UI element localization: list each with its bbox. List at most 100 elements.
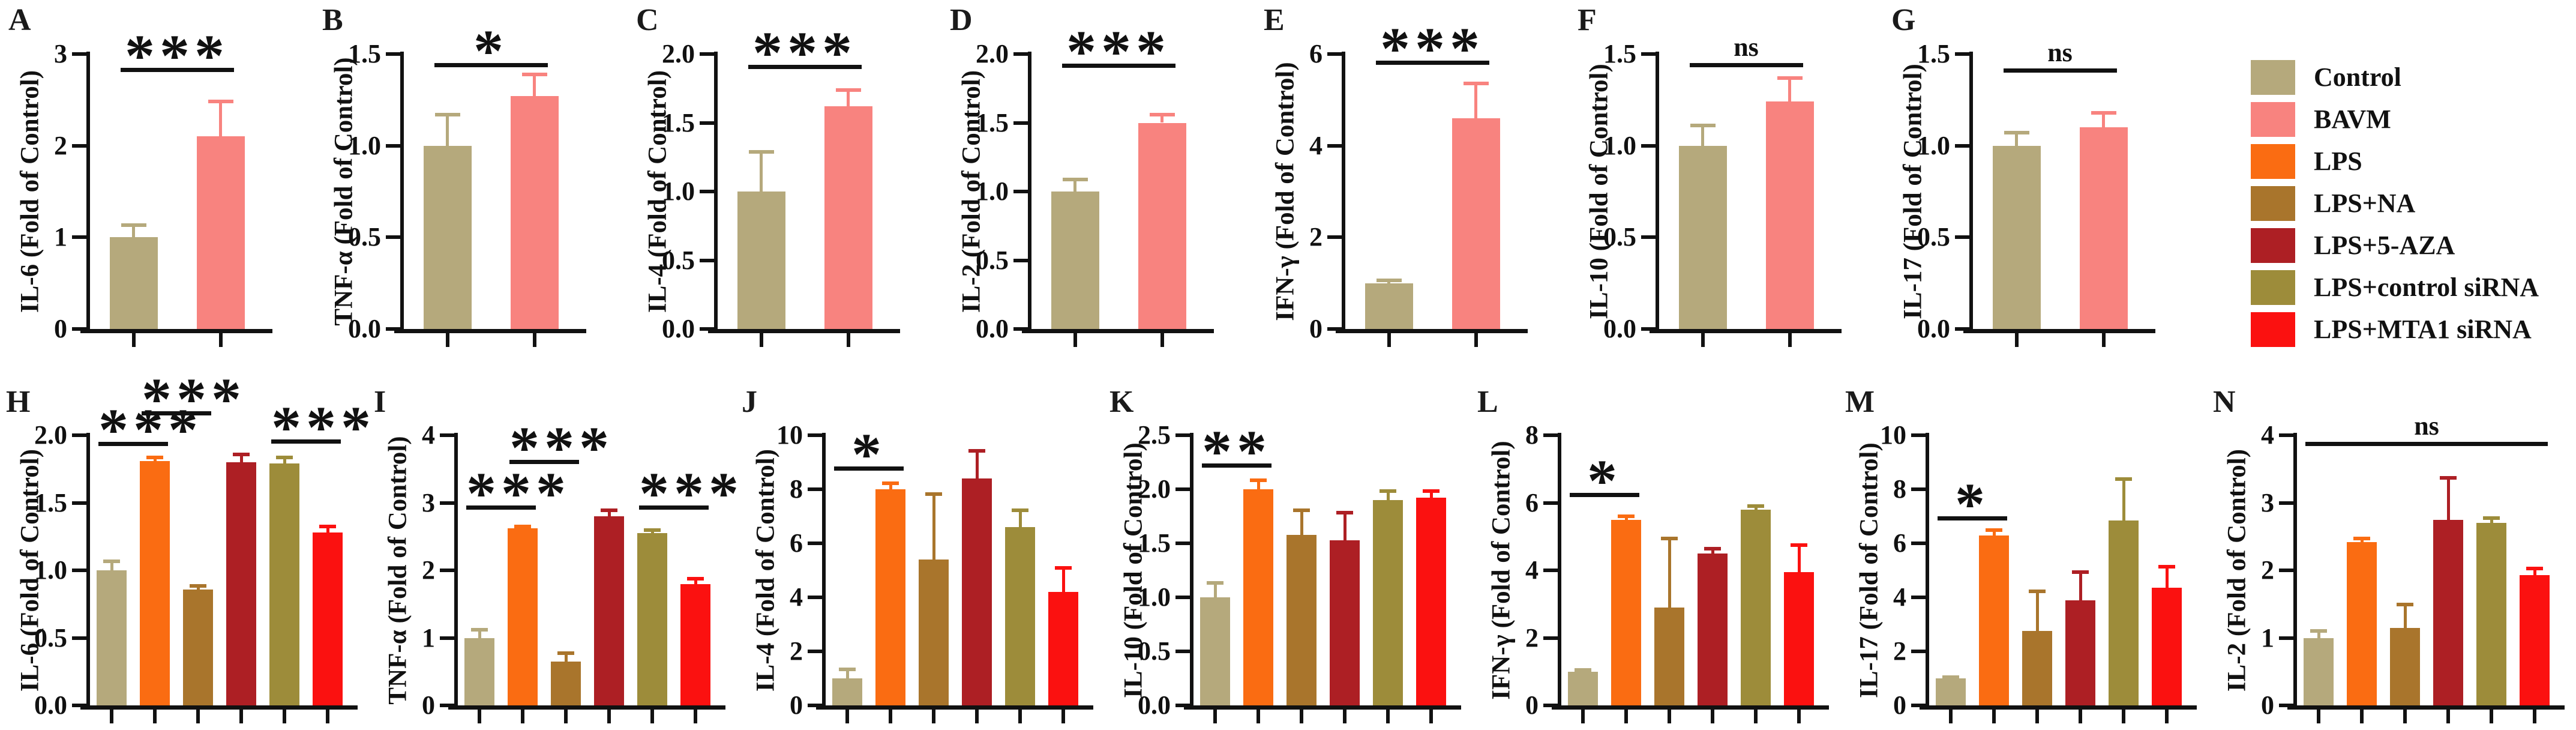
- error-bar: [1701, 124, 1704, 146]
- bar-bavm: [196, 136, 245, 329]
- y-tick-label: 6: [1525, 487, 1539, 517]
- y-tick-label: 4: [1309, 130, 1323, 160]
- bar-lps: [1979, 535, 2009, 705]
- significance-line: [1202, 463, 1271, 468]
- panel-letter: B: [322, 3, 343, 37]
- y-axis-label: IL-10 (Fold of Control): [1585, 64, 1614, 319]
- y-tick: [440, 501, 454, 505]
- error-bar: [2102, 110, 2105, 128]
- panel-letter: G: [1891, 3, 1916, 37]
- significance-line: [639, 505, 709, 510]
- x-tick: [478, 710, 481, 723]
- bar-lps-5-aza: [2433, 519, 2463, 705]
- y-tick: [1175, 596, 1190, 599]
- x-tick: [1788, 333, 1792, 347]
- y-tick-label: 2: [1309, 222, 1323, 252]
- significance-label: ***: [125, 22, 229, 89]
- error-bar: [326, 524, 329, 532]
- x-tick: [2446, 710, 2450, 723]
- y-axis-line: [400, 52, 404, 333]
- x-tick: [2533, 710, 2536, 723]
- error-bar-cap: [1777, 76, 1803, 80]
- bar-control: [1678, 145, 1727, 329]
- significance-line: [142, 411, 211, 415]
- error-bar: [564, 651, 568, 662]
- bar-control: [1365, 283, 1413, 329]
- error-bar-cap: [319, 524, 336, 528]
- error-bar: [2079, 570, 2082, 600]
- y-tick: [1175, 541, 1190, 545]
- x-tick: [1949, 710, 1953, 723]
- panel-F: F IL-10 (Fold of Control) 0.0 0.5 1.0 1.5 ns: [1569, 0, 1883, 384]
- y-tick-label: 0.0: [662, 314, 695, 343]
- y-tick-label: 8: [1893, 474, 1906, 504]
- bar-lps-5-aza: [962, 478, 992, 705]
- x-tick: [1387, 333, 1391, 347]
- x-tick: [650, 710, 654, 723]
- significance-line: [1375, 61, 1489, 65]
- x-tick: [326, 710, 329, 723]
- significance-label: ns: [2047, 38, 2073, 68]
- significance-label: ***: [752, 19, 857, 86]
- y-tick: [700, 190, 714, 193]
- y-axis-line: [1558, 433, 1561, 710]
- y-tick-label: 2.0: [662, 39, 695, 68]
- x-tick: [1797, 710, 1801, 723]
- panel-letter: I: [374, 385, 386, 419]
- y-tick: [440, 704, 454, 707]
- error-bar-cap: [1661, 536, 1678, 540]
- panel-N: N IL-2 (Fold of Control) 0 1 2 3 4 ns: [2207, 384, 2575, 730]
- y-tick-label: 0: [1893, 690, 1906, 720]
- error-bar: [446, 112, 449, 146]
- y-tick-label: 4: [2261, 420, 2274, 450]
- y-tick: [700, 52, 714, 56]
- legend-swatch: [2251, 102, 2295, 137]
- error-bar-cap: [882, 481, 899, 485]
- y-tick: [2279, 501, 2293, 505]
- error-bar-cap: [276, 455, 293, 459]
- significance-label: ns: [2414, 411, 2439, 441]
- y-tick: [1013, 121, 1028, 125]
- bar-bavm: [1452, 118, 1500, 329]
- panel-B: B TNF-α (Fold of Control) 0.0 0.5 1.0 1.5 *: [314, 0, 628, 384]
- bar-lps-na: [1654, 607, 1684, 705]
- panel-letter: F: [1578, 3, 1597, 37]
- legend-label: LPS+control siRNA: [2314, 273, 2539, 302]
- y-tick: [1911, 596, 1926, 599]
- y-tick-label: 6: [790, 528, 803, 558]
- bar-control: [1936, 678, 1966, 705]
- y-tick-label: 0.5: [348, 222, 381, 252]
- bar-lps-5-aza: [226, 462, 256, 705]
- panel-L: L IFN-γ (Fold of Control) 0 2 4 6 8 *: [1471, 384, 1839, 730]
- plot-area: 0 1 2 3 4 *** *** ***: [422, 417, 739, 723]
- y-tick: [1641, 235, 1656, 240]
- x-tick: [196, 710, 200, 723]
- x-tick: [1754, 710, 1758, 723]
- error-bar: [239, 453, 243, 462]
- y-tick: [1327, 52, 1342, 56]
- error-bar-cap: [514, 524, 531, 528]
- bar-lps-5-aza: [594, 516, 624, 705]
- y-tick-label: 0.5: [976, 245, 1009, 275]
- error-bar: [932, 492, 935, 560]
- error-bar-cap: [2072, 570, 2089, 574]
- x-tick: [889, 710, 892, 723]
- bar-lps: [1611, 519, 1641, 705]
- x-tick: [1061, 710, 1065, 723]
- y-tick: [1543, 501, 1558, 505]
- y-tick: [808, 541, 822, 545]
- x-tick: [131, 333, 136, 347]
- y-tick-label: 0: [1309, 314, 1323, 343]
- y-tick: [72, 52, 86, 56]
- panel-K: K IL-10 (Fold of Control) 0.0 0.5 1.0 1.5 2.0 2…: [1103, 384, 1471, 730]
- error-bar-cap: [2158, 565, 2175, 569]
- plot-area: 0.0 0.5 1.0 1.5 ns: [1603, 34, 1842, 347]
- significance-label: *: [1587, 447, 1622, 514]
- bar-bavm: [510, 96, 559, 329]
- x-tick: [1701, 333, 1705, 347]
- plot-area: 0 1 2 3 ***: [54, 25, 272, 347]
- x-tick: [1018, 710, 1022, 723]
- error-bar-cap: [2353, 536, 2370, 540]
- error-bar-cap: [1062, 178, 1088, 182]
